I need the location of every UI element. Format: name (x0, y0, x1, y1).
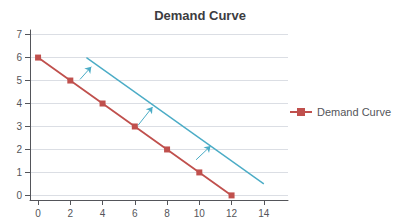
svg-text:0: 0 (35, 208, 41, 219)
svg-text:6: 6 (16, 52, 22, 63)
svg-text:6: 6 (132, 208, 138, 219)
svg-text:0: 0 (16, 190, 22, 201)
svg-text:10: 10 (194, 208, 206, 219)
svg-text:8: 8 (164, 208, 170, 219)
svg-text:Demand Curve: Demand Curve (154, 8, 246, 23)
svg-text:2: 2 (16, 144, 22, 155)
svg-text:Demand Curve: Demand Curve (317, 106, 391, 118)
svg-text:12: 12 (226, 208, 238, 219)
svg-text:1: 1 (16, 167, 22, 178)
svg-text:3: 3 (16, 121, 22, 132)
svg-text:2: 2 (68, 208, 74, 219)
svg-text:7: 7 (16, 29, 22, 40)
svg-text:14: 14 (258, 208, 270, 219)
svg-text:5: 5 (16, 75, 22, 86)
svg-text:4: 4 (100, 208, 106, 219)
svg-text:4: 4 (16, 98, 22, 109)
